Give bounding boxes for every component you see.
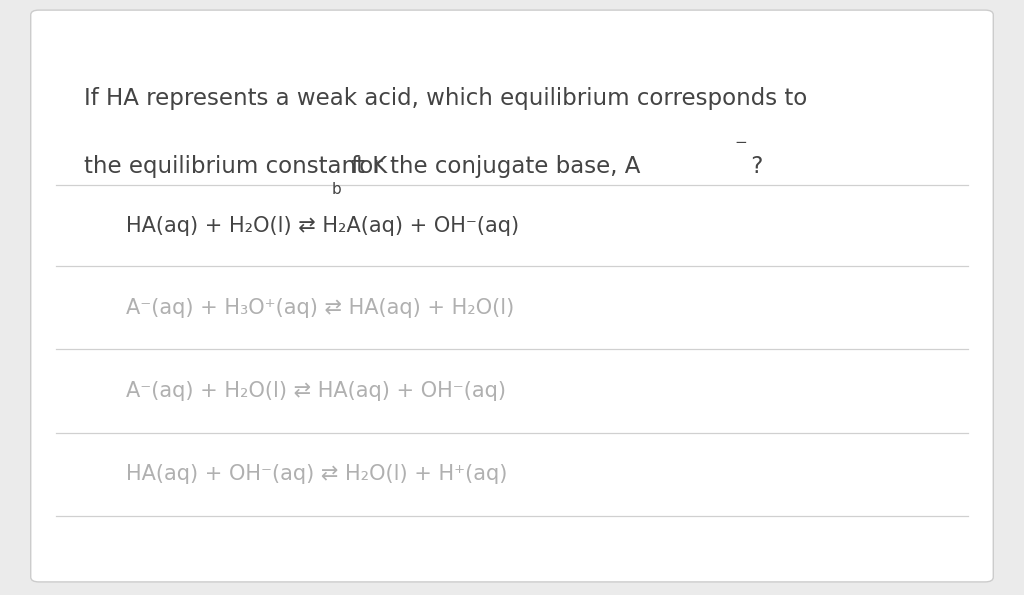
Text: A⁻(aq) + H₂O(l) ⇄ HA(aq) + OH⁻(aq): A⁻(aq) + H₂O(l) ⇄ HA(aq) + OH⁻(aq): [126, 381, 506, 401]
Text: for the conjugate base, A: for the conjugate base, A: [344, 155, 640, 178]
Text: HA(aq) + OH⁻(aq) ⇄ H₂O(l) + H⁺(aq): HA(aq) + OH⁻(aq) ⇄ H₂O(l) + H⁺(aq): [126, 464, 507, 484]
Circle shape: [74, 380, 111, 402]
Circle shape: [74, 297, 111, 318]
Text: −: −: [734, 135, 746, 151]
Circle shape: [84, 221, 100, 230]
Text: b: b: [332, 181, 342, 197]
Text: If HA represents a weak acid, which equilibrium corresponds to: If HA represents a weak acid, which equi…: [84, 87, 807, 109]
Text: ?: ?: [744, 155, 764, 178]
Text: HA(aq) + H₂O(l) ⇄ H₂A(aq) + OH⁻(aq): HA(aq) + H₂O(l) ⇄ H₂A(aq) + OH⁻(aq): [126, 215, 519, 236]
Circle shape: [74, 464, 111, 485]
Text: A⁻(aq) + H₃O⁺(aq) ⇄ HA(aq) + H₂O(l): A⁻(aq) + H₃O⁺(aq) ⇄ HA(aq) + H₂O(l): [126, 298, 514, 318]
Text: the equilibrium constant K: the equilibrium constant K: [84, 155, 387, 178]
Circle shape: [74, 215, 111, 236]
